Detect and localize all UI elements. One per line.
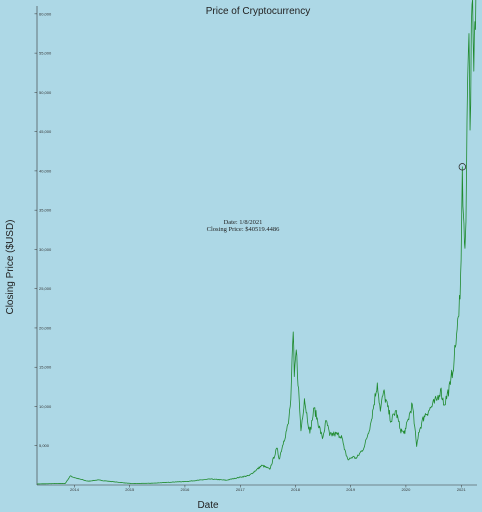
x-tick-label: 2018 [291, 487, 301, 492]
y-tick-label: 30,000 [39, 247, 52, 252]
y-tick-label: 40,000 [39, 168, 52, 173]
y-tick-label: 10,000 [39, 404, 52, 409]
tooltip-price: Closing Price: $40519.4486 [207, 226, 281, 233]
tooltip: Date: 1/8/2021 Closing Price: $40519.448… [207, 219, 281, 233]
axes: 5,000 10,000 15,000 20,000 25,000 30,000 35,00… [34, 6, 477, 492]
y-tick-label: 35,000 [39, 208, 52, 213]
tooltip-date: Date: 1/8/2021 [224, 219, 263, 226]
y-tick-label: 55,000 [39, 51, 52, 56]
x-tick-label: 2017 [236, 487, 246, 492]
chart-title: Price of Cryptocurrency [206, 6, 310, 17]
x-tick-label: 2020 [401, 487, 411, 492]
x-tick-label: 2021 [457, 487, 467, 492]
x-tick-label: 2016 [180, 487, 190, 492]
y-tick-label: 50,000 [39, 90, 52, 95]
plot-area [36, 0, 477, 485]
price-series-line [36, 0, 477, 485]
y-tick-label: 20,000 [39, 325, 52, 330]
y-tick-label: 15,000 [39, 365, 52, 370]
x-tick-label: 2019 [346, 487, 356, 492]
x-tick-label: 2015 [125, 487, 135, 492]
hover-marker [458, 163, 466, 171]
x-axis-label: Date [197, 500, 219, 511]
y-tick-label: 25,000 [39, 286, 52, 291]
y-tick-label: 5,000 [39, 443, 50, 448]
y-tick-label: 60,000 [39, 11, 52, 16]
y-axis-label: Closing Price ($USD) [5, 219, 16, 314]
y-tick-label: 45,000 [39, 129, 52, 134]
x-tick-label: 2014 [70, 487, 80, 492]
